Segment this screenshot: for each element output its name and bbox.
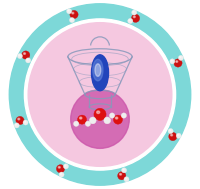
Circle shape [109, 113, 115, 118]
Circle shape [113, 115, 122, 124]
Circle shape [78, 115, 87, 124]
Ellipse shape [16, 124, 17, 125]
Circle shape [170, 59, 175, 64]
Circle shape [121, 113, 126, 118]
Ellipse shape [72, 12, 74, 14]
Ellipse shape [123, 169, 124, 170]
Ellipse shape [19, 55, 20, 56]
Circle shape [176, 133, 181, 138]
Ellipse shape [93, 59, 103, 81]
Ellipse shape [133, 16, 135, 18]
Circle shape [71, 90, 129, 148]
Ellipse shape [24, 121, 25, 122]
Ellipse shape [97, 111, 100, 114]
Circle shape [56, 165, 65, 173]
Circle shape [24, 19, 176, 170]
Circle shape [168, 129, 173, 134]
Ellipse shape [133, 11, 134, 12]
Circle shape [17, 53, 22, 59]
Ellipse shape [58, 167, 60, 168]
Ellipse shape [60, 173, 61, 174]
Ellipse shape [68, 10, 69, 11]
Circle shape [169, 132, 177, 141]
Circle shape [14, 123, 19, 128]
Circle shape [26, 58, 31, 63]
Circle shape [6, 0, 194, 189]
Circle shape [85, 121, 91, 126]
Circle shape [67, 9, 72, 14]
Ellipse shape [95, 64, 101, 76]
Circle shape [59, 172, 64, 177]
Ellipse shape [24, 53, 25, 54]
Circle shape [94, 108, 106, 120]
Ellipse shape [80, 117, 82, 119]
Ellipse shape [176, 61, 178, 62]
Circle shape [70, 10, 78, 19]
Circle shape [63, 164, 68, 169]
Ellipse shape [120, 174, 121, 175]
Circle shape [178, 55, 183, 60]
Ellipse shape [65, 165, 66, 166]
Circle shape [74, 121, 79, 126]
Circle shape [28, 23, 172, 166]
Ellipse shape [171, 60, 172, 61]
Circle shape [124, 177, 129, 182]
Circle shape [128, 18, 133, 23]
Ellipse shape [91, 55, 109, 91]
Ellipse shape [125, 178, 126, 179]
Circle shape [16, 116, 24, 125]
Circle shape [104, 117, 111, 124]
Ellipse shape [27, 59, 28, 60]
Circle shape [132, 10, 137, 15]
Ellipse shape [71, 19, 72, 20]
Circle shape [23, 120, 28, 125]
Circle shape [118, 172, 126, 180]
Circle shape [9, 4, 191, 185]
Circle shape [122, 168, 127, 173]
Ellipse shape [180, 57, 181, 58]
Circle shape [131, 14, 140, 22]
Ellipse shape [115, 117, 118, 119]
Circle shape [69, 18, 75, 23]
Circle shape [89, 117, 96, 124]
Ellipse shape [18, 118, 20, 120]
Circle shape [174, 59, 182, 67]
Ellipse shape [129, 20, 130, 21]
Ellipse shape [171, 134, 173, 136]
Circle shape [22, 51, 30, 59]
Ellipse shape [169, 130, 170, 131]
